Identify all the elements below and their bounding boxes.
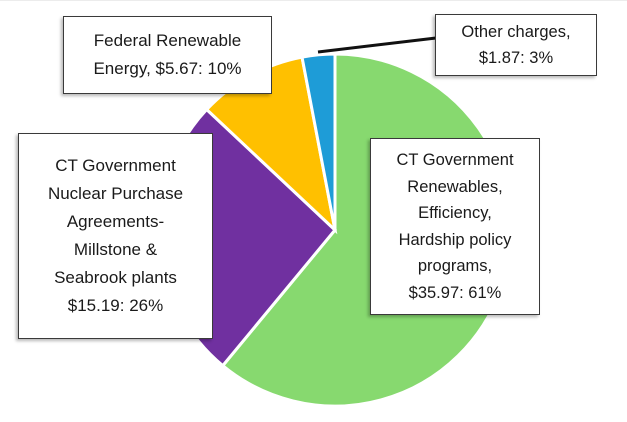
data-label-other-charges[interactable]: Other charges, $1.87: 3% — [435, 14, 597, 76]
data-label-ct-nuclear-purchase[interactable]: CT Government Nuclear Purchase Agreement… — [18, 133, 213, 339]
data-label-federal-renewable-energy[interactable]: Federal Renewable Energy, $5.67: 10% — [63, 16, 272, 94]
pie-slice-3[interactable] — [300, 52, 337, 231]
data-label-ct-renewables-programs[interactable]: CT Government Renewables, Efficiency, Ha… — [370, 138, 540, 315]
leader-line-other-charges — [317, 36, 437, 54]
